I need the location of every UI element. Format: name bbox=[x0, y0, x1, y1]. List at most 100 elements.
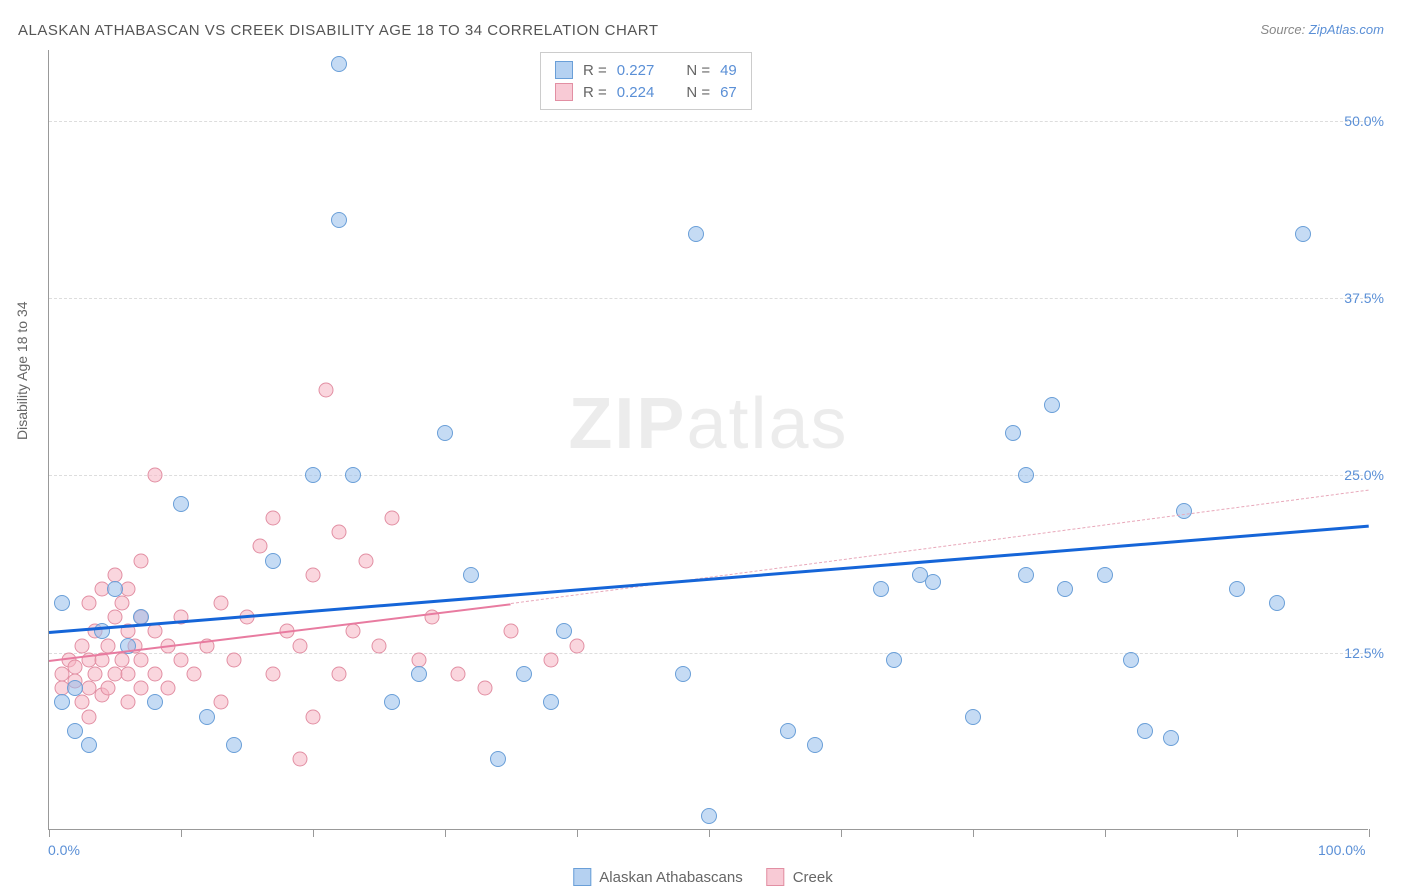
data-point bbox=[331, 56, 347, 72]
gridline-h bbox=[49, 298, 1368, 299]
data-point bbox=[306, 567, 321, 582]
legend-label-pink: Creek bbox=[793, 869, 833, 886]
x-tick bbox=[313, 829, 314, 837]
data-point bbox=[108, 610, 123, 625]
data-point bbox=[807, 737, 823, 753]
data-point bbox=[253, 539, 268, 554]
n-label: N = bbox=[686, 84, 710, 101]
data-point bbox=[160, 681, 175, 696]
data-point bbox=[107, 581, 123, 597]
data-point bbox=[75, 695, 90, 710]
data-point bbox=[675, 666, 691, 682]
data-point bbox=[490, 751, 506, 767]
data-point bbox=[174, 652, 189, 667]
data-point bbox=[114, 652, 129, 667]
gridline-h bbox=[49, 475, 1368, 476]
data-point bbox=[358, 553, 373, 568]
data-point bbox=[292, 752, 307, 767]
legend-row-blue: R = 0.227 N = 49 bbox=[555, 59, 737, 81]
data-point bbox=[345, 624, 360, 639]
data-point bbox=[556, 623, 572, 639]
data-point bbox=[292, 638, 307, 653]
correlation-legend: R = 0.227 N = 49 R = 0.224 N = 67 bbox=[540, 52, 752, 110]
data-point bbox=[266, 511, 281, 526]
x-tick bbox=[577, 829, 578, 837]
data-point bbox=[345, 467, 361, 483]
scatter-chart: ZIPatlas bbox=[48, 50, 1368, 830]
data-point bbox=[463, 567, 479, 583]
chart-title: ALASKAN ATHABASCAN VS CREEK DISABILITY A… bbox=[18, 22, 659, 39]
x-tick bbox=[1369, 829, 1370, 837]
data-point bbox=[780, 723, 796, 739]
r-value-blue: 0.227 bbox=[617, 62, 655, 79]
watermark-light: atlas bbox=[686, 384, 848, 464]
data-point bbox=[114, 596, 129, 611]
data-point bbox=[1057, 581, 1073, 597]
data-point bbox=[88, 667, 103, 682]
data-point bbox=[543, 694, 559, 710]
data-point bbox=[266, 667, 281, 682]
y-tick-label: 37.5% bbox=[1344, 290, 1384, 306]
n-label: N = bbox=[686, 62, 710, 79]
source-prefix: Source: bbox=[1260, 22, 1308, 37]
data-point bbox=[1005, 425, 1021, 441]
data-point bbox=[516, 666, 532, 682]
data-point bbox=[81, 709, 96, 724]
source-link[interactable]: ZipAtlas.com bbox=[1309, 22, 1384, 37]
data-point bbox=[411, 666, 427, 682]
series-legend: Alaskan Athabascans Creek bbox=[573, 868, 832, 886]
y-tick-label: 25.0% bbox=[1344, 467, 1384, 483]
legend-label-blue: Alaskan Athabascans bbox=[599, 869, 742, 886]
data-point bbox=[384, 694, 400, 710]
data-point bbox=[306, 709, 321, 724]
data-point bbox=[1123, 652, 1139, 668]
data-point bbox=[173, 496, 189, 512]
data-point bbox=[101, 681, 116, 696]
data-point bbox=[265, 553, 281, 569]
data-point bbox=[75, 638, 90, 653]
data-point bbox=[147, 468, 162, 483]
data-point bbox=[1229, 581, 1245, 597]
data-point bbox=[121, 667, 136, 682]
r-label: R = bbox=[583, 62, 607, 79]
data-point bbox=[81, 596, 96, 611]
x-tick bbox=[49, 829, 50, 837]
data-point bbox=[477, 681, 492, 696]
data-point bbox=[570, 638, 585, 653]
swatch-pink bbox=[555, 83, 573, 101]
n-value-blue: 49 bbox=[720, 62, 737, 79]
data-point bbox=[1018, 467, 1034, 483]
data-point bbox=[701, 808, 717, 824]
data-point bbox=[147, 624, 162, 639]
data-point bbox=[67, 680, 83, 696]
data-point bbox=[372, 638, 387, 653]
x-tick bbox=[709, 829, 710, 837]
data-point bbox=[147, 667, 162, 682]
data-point bbox=[332, 525, 347, 540]
data-point bbox=[134, 553, 149, 568]
data-point bbox=[134, 681, 149, 696]
legend-row-pink: R = 0.224 N = 67 bbox=[555, 81, 737, 103]
y-tick-label: 12.5% bbox=[1344, 645, 1384, 661]
watermark: ZIPatlas bbox=[568, 383, 848, 465]
data-point bbox=[305, 467, 321, 483]
data-point bbox=[543, 652, 558, 667]
data-point bbox=[54, 595, 70, 611]
data-point bbox=[1044, 397, 1060, 413]
data-point bbox=[213, 596, 228, 611]
swatch-blue bbox=[555, 61, 573, 79]
x-tick-label: 100.0% bbox=[1318, 842, 1365, 858]
data-point bbox=[81, 737, 97, 753]
data-point bbox=[925, 574, 941, 590]
data-point bbox=[101, 638, 116, 653]
legend-item-pink: Creek bbox=[767, 868, 833, 886]
data-point bbox=[134, 652, 149, 667]
data-point bbox=[213, 695, 228, 710]
data-point bbox=[688, 226, 704, 242]
data-point bbox=[199, 709, 215, 725]
data-point bbox=[187, 667, 202, 682]
gridline-h bbox=[49, 653, 1368, 654]
y-axis-label: Disability Age 18 to 34 bbox=[14, 301, 30, 440]
x-tick bbox=[445, 829, 446, 837]
source-credit: Source: ZipAtlas.com bbox=[1260, 22, 1384, 37]
